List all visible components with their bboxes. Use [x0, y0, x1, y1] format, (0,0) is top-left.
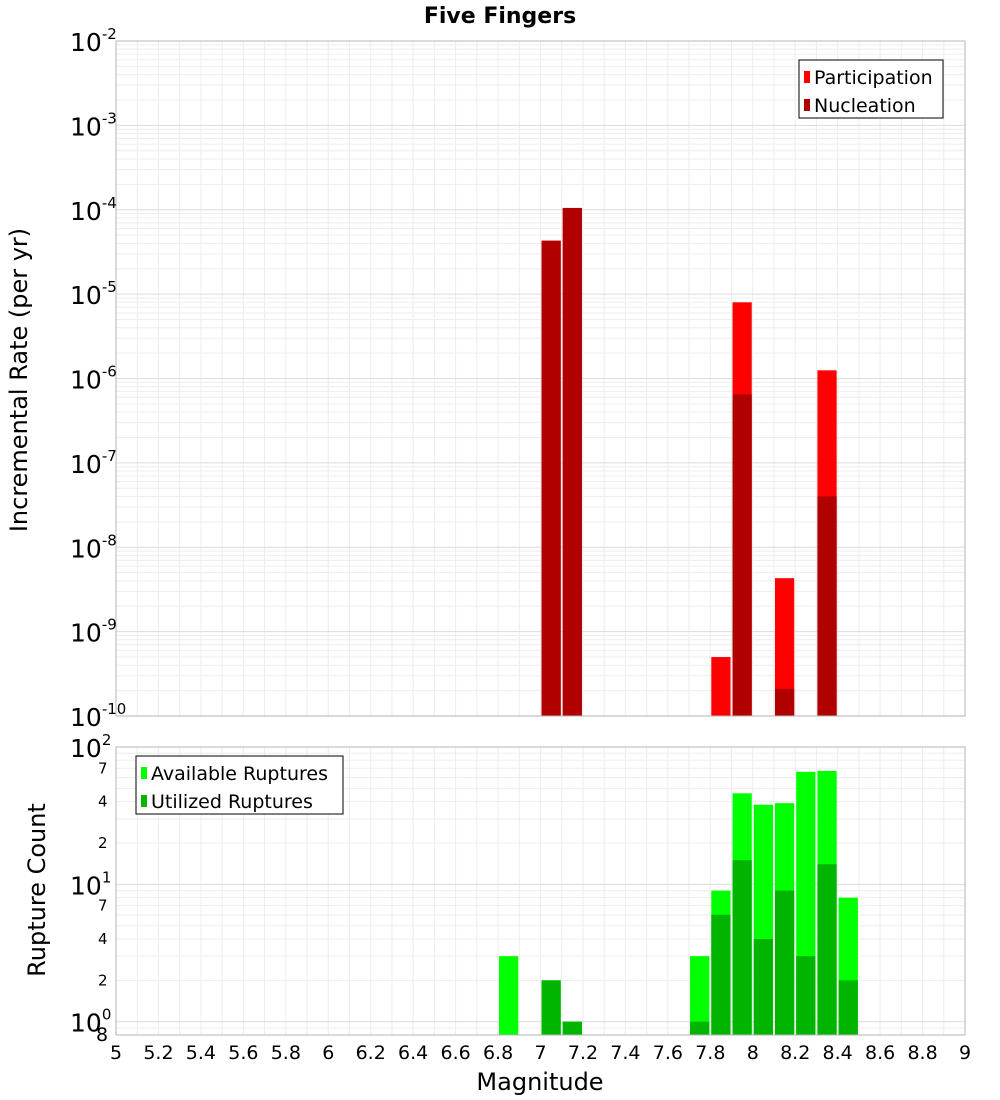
top-bar-nucleation: [562, 207, 582, 716]
bottom-y-tick-label: 100: [70, 1006, 111, 1038]
bottom-y-minor-tick-label: 4: [98, 793, 108, 811]
top-y-tick-label: 10-10: [70, 700, 126, 732]
top-y-tick-label: 10-5: [70, 278, 117, 310]
top-plot: Participation Nucleation 10-10 10-9 10-8 10-7…: [70, 25, 966, 732]
x-tick-label: 6: [322, 1042, 334, 1064]
top-legend-swatch: [804, 71, 810, 83]
bottom-bar-utilized-ruptures: [817, 864, 837, 1035]
top-legend: [798, 59, 944, 119]
bottom-y-minor-tick-label: 2: [98, 834, 108, 852]
bottom-y-tick-label: 101: [70, 868, 111, 900]
top-legend-swatch: [804, 99, 810, 111]
x-tick-label: 6.2: [356, 1042, 386, 1064]
top-y-tick-label: 10-8: [70, 531, 117, 563]
bottom-legend-label: Available Ruptures: [151, 763, 328, 785]
top-bar-nucleation: [732, 394, 752, 716]
top-y-tick-label: 10-3: [70, 109, 117, 141]
bottom-legend-label: Utilized Ruptures: [151, 791, 313, 813]
bottom-bar-utilized-ruptures: [732, 860, 752, 1035]
bottom-legend-swatch: [141, 767, 147, 779]
x-tick-label: 6.4: [398, 1042, 428, 1064]
bottom-bar-available-ruptures: [690, 956, 710, 1035]
top-bar-nucleation: [817, 496, 837, 716]
bottom-bar-utilized-ruptures: [541, 980, 561, 1035]
x-tick-label: 7.8: [695, 1042, 725, 1064]
bottom-bar-utilized-ruptures: [690, 1021, 710, 1035]
bottom-y-minor-tick-label: 7: [98, 759, 108, 777]
bottom-plot-border: [115, 746, 966, 1036]
x-tick-label: 6.8: [483, 1042, 513, 1064]
bottom-bar-utilized-ruptures: [562, 1021, 582, 1035]
x-tick-label: 5.2: [143, 1042, 173, 1064]
top-y-tick-label: 10-7: [70, 447, 117, 479]
bottom-plot: Available Ruptures Utilized Ruptures 100 10…: [70, 731, 971, 1064]
bottom-bar-available-ruptures: [499, 956, 519, 1035]
bottom-bar-utilized-ruptures: [796, 956, 816, 1035]
x-tick-label: 5: [110, 1042, 122, 1064]
top-y-tick-label: 10-2: [70, 25, 117, 57]
x-tick-label: 8.6: [865, 1042, 895, 1064]
bottom-bar-utilized-ruptures: [753, 939, 773, 1035]
top-y-tick-label: 10-9: [70, 616, 117, 648]
bottom-y-minor-tick-label: 8: [96, 1024, 108, 1046]
bottom-legend-swatch: [141, 795, 147, 807]
x-tick-label: 8.8: [907, 1042, 937, 1064]
bottom-y-minor-tick-label: 2: [98, 971, 108, 989]
x-tick-label: 6.6: [440, 1042, 470, 1064]
x-tick-label: 5.4: [186, 1042, 216, 1064]
top-y-axis-label: Incremental Rate (per yr): [5, 228, 33, 532]
x-tick-label: 7.6: [653, 1042, 683, 1064]
top-bar-participation: [711, 657, 731, 716]
top-legend-label: Participation: [814, 67, 933, 89]
bottom-bar-utilized-ruptures: [838, 980, 858, 1035]
top-bar-participation: [774, 578, 795, 716]
bottom-bar-utilized-ruptures: [711, 914, 731, 1035]
top-bar-nucleation: [774, 688, 795, 716]
bottom-y-axis-label: Rupture Count: [23, 803, 51, 977]
bottom-y-tick-label: 102: [70, 731, 111, 763]
bottom-legend: [135, 755, 344, 815]
x-tick-label: 5.6: [228, 1042, 258, 1064]
bottom-bar-utilized-ruptures: [774, 890, 795, 1035]
x-tick-label: 8.4: [823, 1042, 853, 1064]
x-tick-label: 9: [959, 1042, 971, 1064]
x-tick-label: 7: [534, 1042, 546, 1064]
top-y-tick-label: 10-6: [70, 363, 117, 395]
top-bar-nucleation: [541, 240, 561, 717]
x-axis-label: Magnitude: [476, 1068, 603, 1096]
x-tick-label: 5.8: [271, 1042, 301, 1064]
bottom-y-minor-tick-label: 7: [98, 897, 108, 915]
x-tick-label: 7.2: [568, 1042, 598, 1064]
chart-title: Five Fingers: [424, 4, 576, 29]
bottom-y-minor-tick-label: 4: [98, 930, 108, 948]
top-plot-border: [115, 40, 966, 717]
x-tick-label: 7.4: [610, 1042, 640, 1064]
x-tick-label: 8: [747, 1042, 759, 1064]
top-legend-label: Nucleation: [814, 95, 916, 117]
x-tick-label: 8.2: [780, 1042, 810, 1064]
top-y-tick-label: 10-4: [70, 194, 117, 226]
